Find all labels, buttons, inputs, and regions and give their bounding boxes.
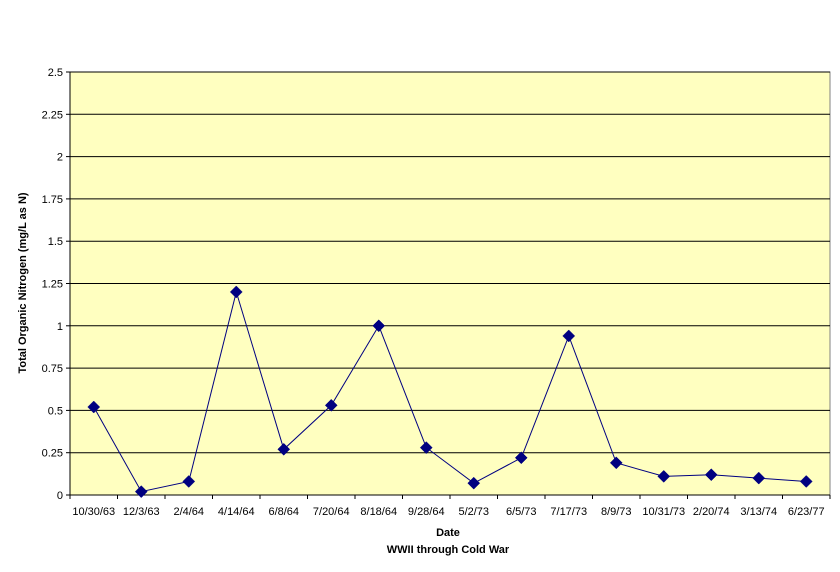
data-point-marker (229, 285, 243, 299)
series-group (87, 285, 813, 498)
x-tick-label: 6/23/77 (788, 506, 825, 518)
x-tick-label: 6/8/64 (268, 506, 299, 518)
x-tick-label: 10/30/63 (72, 506, 115, 518)
y-tick-label: 0.25 (42, 448, 63, 460)
data-point-marker (799, 475, 813, 488)
x-tick-label: 9/28/64 (408, 506, 445, 518)
x-tick-label: 4/14/64 (218, 506, 255, 518)
y-tick-label: 2.5 (48, 67, 63, 79)
x-tick-label: 8/18/64 (360, 506, 397, 518)
x-tick-label: 7/17/73 (550, 506, 587, 518)
data-point-marker (134, 485, 148, 498)
x-tick-label: 2/4/64 (173, 506, 204, 518)
data-point-marker (467, 476, 481, 490)
x-tick-label: 6/5/73 (506, 506, 537, 518)
data-point-marker (657, 470, 671, 483)
data-point-marker (277, 442, 291, 456)
x-tick-label: 3/13/74 (740, 506, 777, 518)
y-tick-label: 0 (57, 490, 63, 502)
y-tick-label: 1.75 (42, 194, 63, 206)
data-point-marker (704, 468, 718, 482)
y-tick-label: 1 (57, 321, 63, 333)
data-point-marker (514, 451, 528, 465)
data-point-marker (372, 319, 386, 333)
data-point-marker (752, 471, 766, 485)
data-point-marker (419, 441, 433, 454)
data-point-marker (609, 456, 623, 470)
x-tick-label: 8/9/73 (601, 506, 632, 518)
data-point-marker (182, 475, 196, 488)
x-tick-label: 10/31/73 (642, 506, 685, 518)
y-axis-title: Total Organic Nitrogen (mg/L as N) (17, 192, 29, 373)
x-tick-label: 2/20/74 (693, 506, 730, 518)
data-point-marker (562, 329, 576, 343)
y-tick-label: 0.75 (42, 363, 63, 375)
x-axis-title: Date (436, 527, 460, 539)
y-tick-label: 1.5 (48, 236, 63, 248)
y-tick-label: 2 (57, 152, 63, 164)
axes (66, 71, 831, 499)
x-tick-label: 5/2/73 (458, 506, 489, 518)
series-line (93, 290, 807, 493)
y-tick-label: 2.25 (42, 109, 63, 121)
x-tick-labels: 10/30/63 12/3/63 2/4/64 4/14/64 6/8/64 7/20/6… (72, 506, 824, 518)
y-tick-labels: 0 0.25 0.5 0.75 1 1.25 1.5 1.75 2 2.25 2.5 (42, 67, 63, 502)
y-tick-label: 0.5 (48, 405, 63, 417)
gridlines (70, 71, 830, 454)
x-axis-subtitle: WWII through Cold War (387, 544, 510, 556)
x-tick-label: 7/20/64 (313, 506, 350, 518)
y-tick-label: 1.25 (42, 279, 63, 291)
data-point-marker (324, 398, 338, 412)
data-point-marker (87, 400, 101, 414)
x-tick-label: 12/3/63 (123, 506, 160, 518)
